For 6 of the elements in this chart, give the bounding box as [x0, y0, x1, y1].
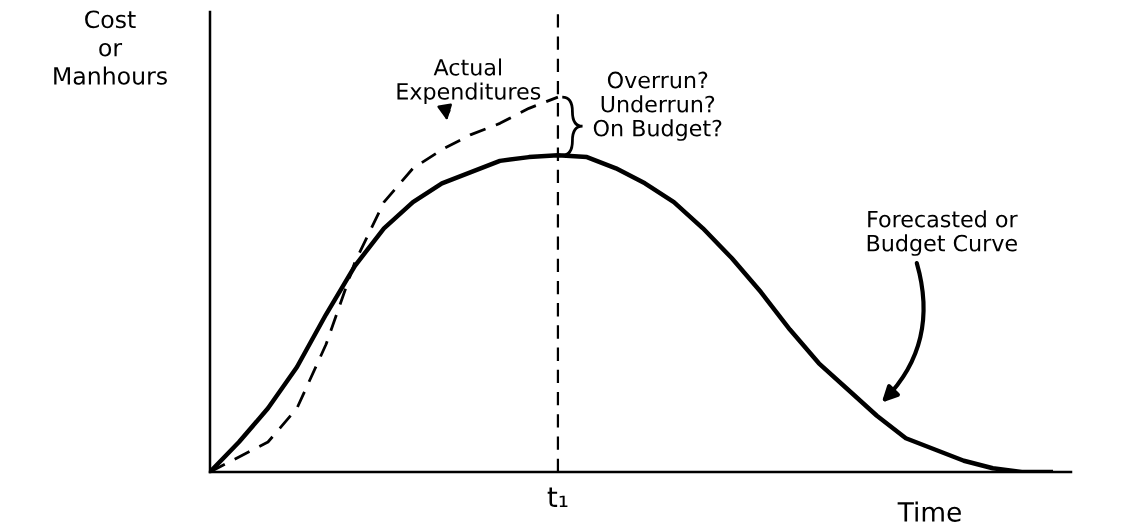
- annotation: Forecasted or Budget Curve: [867, 210, 1018, 256]
- text: t₁: [547, 487, 568, 508]
- x-axis-title: Time: [897, 501, 961, 522]
- annotation: Actual Expenditures: [397, 58, 541, 104]
- annotation: Overrun? Underrun? On Budget?: [593, 71, 722, 141]
- y-axis-title: Cost or Manhours: [54, 10, 167, 85]
